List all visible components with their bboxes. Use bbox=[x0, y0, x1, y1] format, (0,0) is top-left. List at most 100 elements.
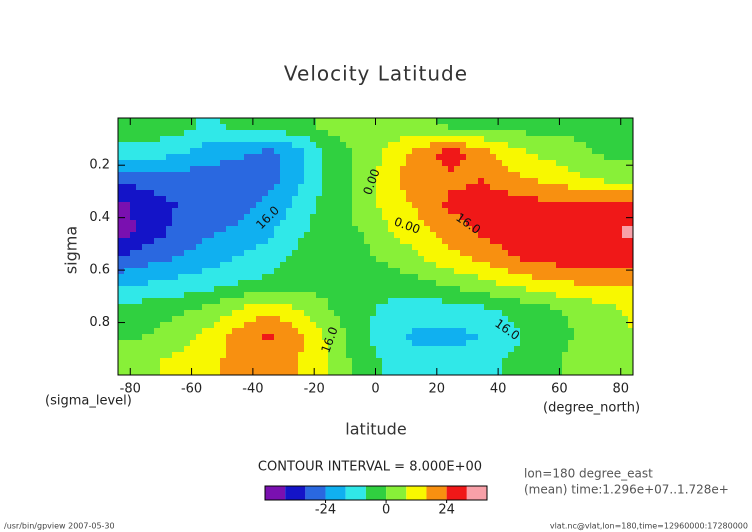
contour-cell bbox=[532, 268, 539, 275]
contour-cell bbox=[532, 364, 539, 371]
contour-cell bbox=[250, 220, 257, 227]
contour-cell bbox=[382, 358, 389, 365]
contour-cell bbox=[532, 244, 539, 251]
contour-cell bbox=[418, 280, 425, 287]
contour-cell bbox=[496, 124, 503, 131]
contour-cell bbox=[460, 178, 467, 185]
contour-cell bbox=[550, 328, 557, 335]
contour-cell bbox=[430, 370, 437, 375]
contour-cell bbox=[430, 214, 437, 221]
contour-cell bbox=[538, 118, 545, 125]
contour-cell bbox=[370, 328, 377, 335]
contour-cell bbox=[316, 238, 323, 245]
contour-cell bbox=[628, 328, 633, 335]
contour-cell bbox=[346, 136, 353, 143]
y-tick-label: 0.8 bbox=[89, 315, 110, 330]
contour-cell bbox=[556, 178, 563, 185]
contour-cell bbox=[190, 232, 197, 239]
contour-cell bbox=[292, 310, 299, 317]
contour-cell bbox=[544, 346, 551, 353]
contour-cell bbox=[424, 178, 431, 185]
contour-cell bbox=[148, 244, 155, 251]
contour-cell bbox=[538, 310, 545, 317]
contour-cell bbox=[544, 166, 551, 173]
contour-cell bbox=[298, 250, 305, 257]
contour-cell bbox=[424, 364, 431, 371]
contour-cell bbox=[214, 274, 221, 281]
contour-cell bbox=[622, 196, 629, 203]
contour-cell bbox=[172, 124, 179, 131]
contour-cell bbox=[610, 226, 617, 233]
contour-cell bbox=[328, 298, 335, 305]
contour-cell bbox=[298, 274, 305, 281]
contour-cell bbox=[232, 340, 239, 347]
contour-cell bbox=[616, 346, 623, 353]
contour-cell bbox=[514, 220, 521, 227]
contour-cell bbox=[118, 184, 125, 191]
contour-cell bbox=[490, 370, 497, 375]
contour-cell bbox=[178, 292, 185, 299]
contour-cell bbox=[496, 346, 503, 353]
contour-cell bbox=[124, 346, 131, 353]
contour-cell bbox=[622, 172, 629, 179]
contour-cell bbox=[502, 250, 509, 257]
contour-cell bbox=[184, 178, 191, 185]
contour-cell bbox=[520, 340, 527, 347]
contour-cell bbox=[220, 274, 227, 281]
contour-cell bbox=[490, 202, 497, 209]
contour-cell bbox=[412, 364, 419, 371]
contour-cell bbox=[166, 124, 173, 131]
contour-cell bbox=[214, 214, 221, 221]
contour-cell bbox=[148, 178, 155, 185]
contour-cell bbox=[568, 184, 575, 191]
contour-cell bbox=[508, 232, 515, 239]
contour-cell bbox=[544, 184, 551, 191]
contour-cell bbox=[220, 358, 227, 365]
contour-cell bbox=[346, 196, 353, 203]
contour-cell bbox=[268, 322, 275, 329]
contour-cell bbox=[172, 256, 179, 263]
contour-cell bbox=[280, 250, 287, 257]
contour-cell bbox=[130, 244, 137, 251]
contour-cell bbox=[628, 292, 633, 299]
contour-cell bbox=[130, 364, 137, 371]
contour-cell bbox=[364, 256, 371, 263]
contour-cell bbox=[586, 148, 593, 155]
contour-cell bbox=[538, 232, 545, 239]
contour-cell bbox=[202, 316, 209, 323]
contour-cell bbox=[376, 316, 383, 323]
contour-cell bbox=[208, 346, 215, 353]
contour-cell bbox=[436, 274, 443, 281]
contour-cell bbox=[586, 118, 593, 125]
contour-cell bbox=[520, 334, 527, 341]
contour-cell bbox=[202, 214, 209, 221]
contour-cell bbox=[550, 238, 557, 245]
contour-cell bbox=[232, 250, 239, 257]
contour-cell bbox=[550, 148, 557, 155]
contour-cell bbox=[520, 370, 527, 375]
contour-cell bbox=[460, 256, 467, 263]
contour-cell bbox=[202, 238, 209, 245]
contour-cell bbox=[400, 352, 407, 359]
contour-cell bbox=[334, 334, 341, 341]
contour-cell bbox=[604, 124, 611, 131]
contour-cell bbox=[316, 286, 323, 293]
contour-cell bbox=[418, 220, 425, 227]
contour-cell bbox=[394, 154, 401, 161]
contour-cell bbox=[514, 154, 521, 161]
contour-cell bbox=[214, 148, 221, 155]
contour-cell bbox=[352, 364, 359, 371]
contour-cell bbox=[118, 160, 125, 167]
contour-cell bbox=[412, 346, 419, 353]
contour-cell bbox=[574, 196, 581, 203]
contour-cell bbox=[154, 256, 161, 263]
contour-cell bbox=[598, 148, 605, 155]
contour-cell bbox=[220, 208, 227, 215]
contour-cell bbox=[346, 328, 353, 335]
contour-cell bbox=[298, 118, 305, 125]
contour-cell bbox=[400, 322, 407, 329]
contour-cell bbox=[454, 262, 461, 269]
contour-cell bbox=[130, 268, 137, 275]
contour-cell bbox=[532, 220, 539, 227]
contour-cell bbox=[250, 190, 257, 197]
